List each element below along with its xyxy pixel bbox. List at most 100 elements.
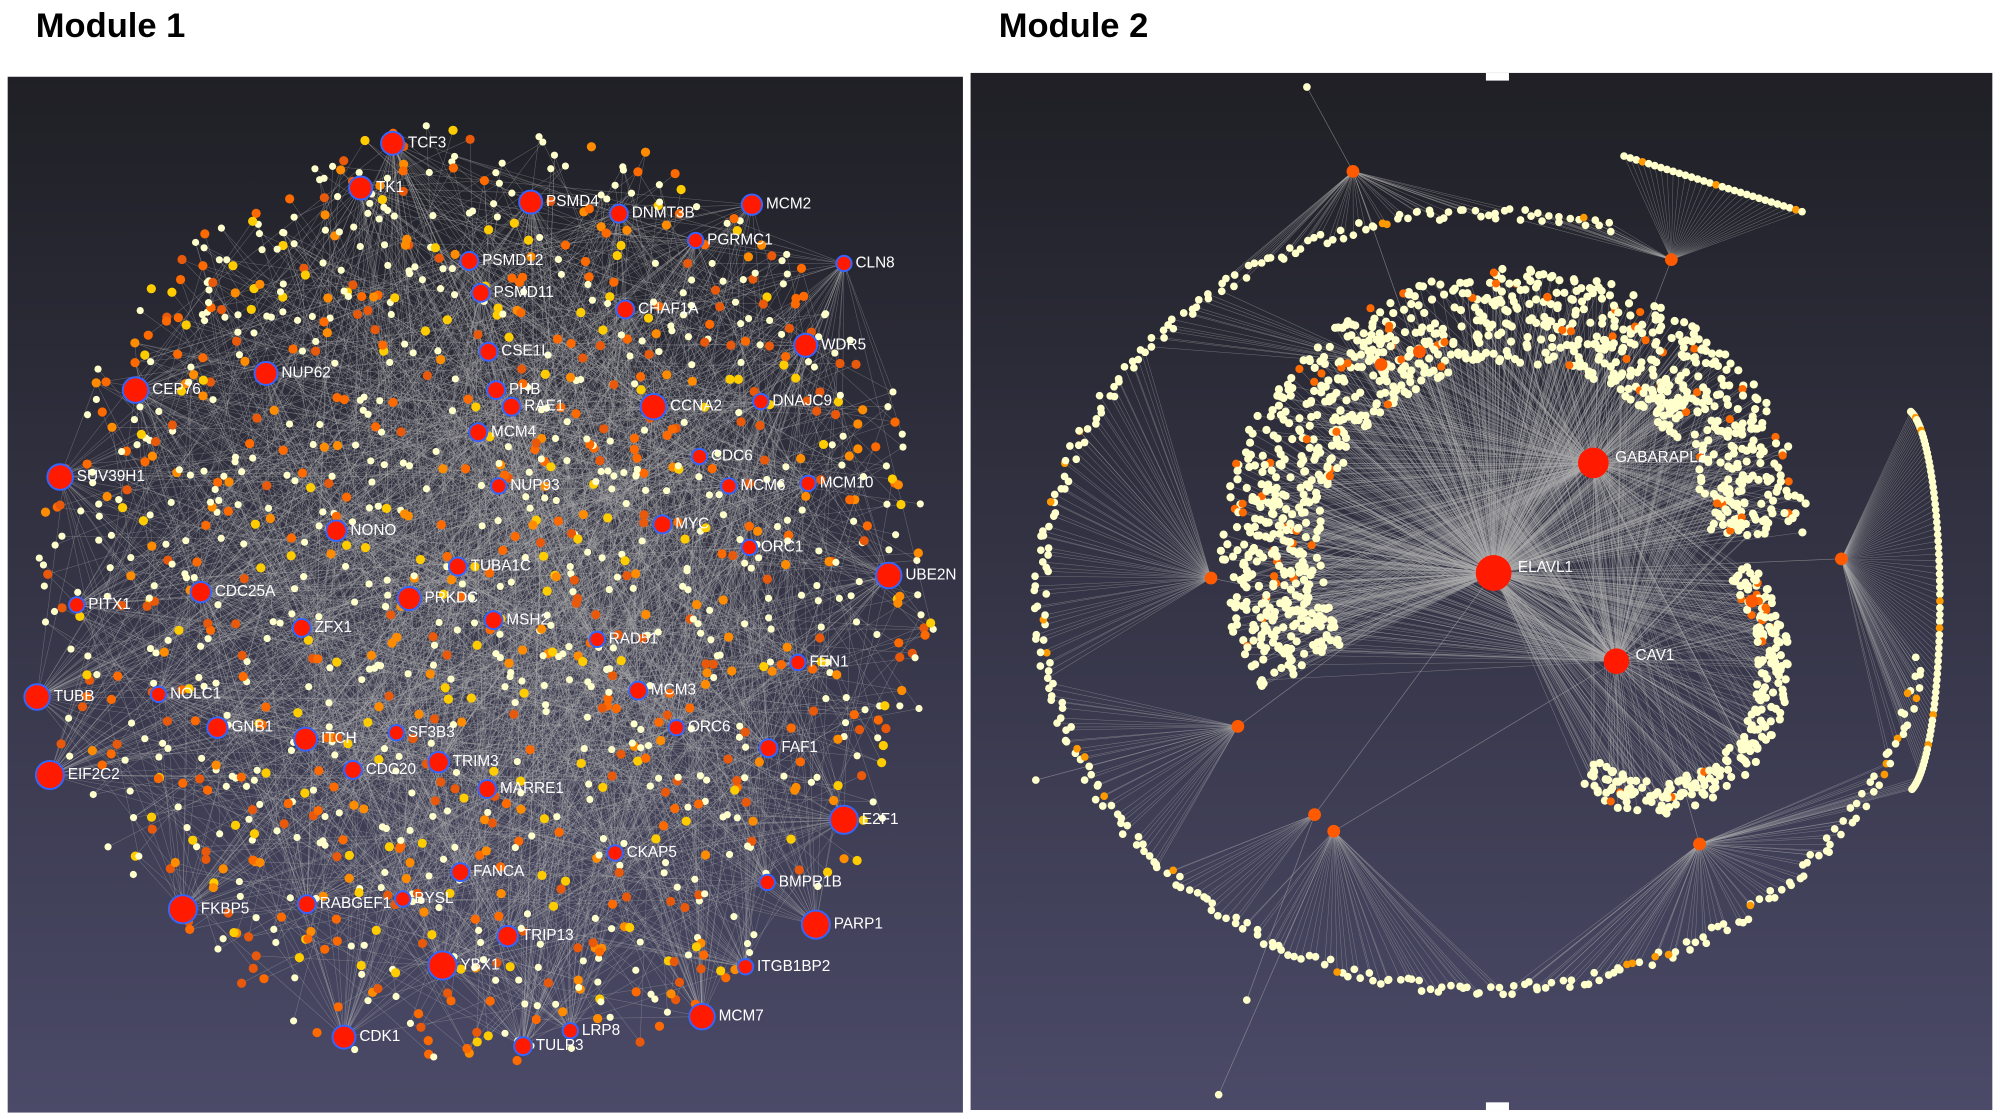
edge [609,213,620,590]
edge [427,375,488,790]
node [249,454,257,462]
node [783,250,791,259]
edge [259,639,598,805]
edge [59,476,752,842]
node [269,618,277,626]
node [451,843,459,851]
node [439,855,448,863]
edge [498,575,889,917]
edge [277,248,497,391]
node [605,292,615,302]
edge [207,524,663,639]
node [419,907,429,917]
edge [487,459,765,790]
edge [306,166,333,905]
edge [513,639,598,715]
edge [76,583,370,606]
edge [595,345,806,615]
edge [498,485,675,962]
edge [148,143,393,336]
edge [386,406,512,829]
edge [522,460,568,1047]
edge [402,474,637,900]
edge [1320,521,1617,662]
node [245,815,253,823]
edge [49,614,391,776]
edge [489,547,750,574]
edge [469,260,602,472]
edge [134,342,700,457]
edge [217,551,588,728]
edge [1461,326,1494,573]
edge [59,476,519,981]
edge [602,213,620,330]
node [383,576,391,584]
edge [434,345,806,646]
node [339,394,349,405]
node [146,511,154,519]
edge [204,589,397,733]
node [916,500,924,508]
edge [252,819,844,841]
edge [676,484,781,728]
edge [262,483,809,725]
edge [522,155,555,1047]
edge [614,401,839,854]
node [651,329,661,339]
edge [636,458,769,749]
node [523,235,534,245]
node [617,331,626,339]
edge [1282,494,1617,662]
edge [241,471,809,484]
node [214,601,222,609]
node [710,673,718,682]
edge [452,410,499,487]
edge [217,476,225,728]
edge [327,143,393,333]
edge [68,718,308,905]
edge [301,473,644,629]
node [899,443,907,451]
edge [244,351,489,579]
edge [305,438,635,740]
edge [507,935,579,981]
node [465,209,473,217]
edge [511,406,837,675]
edge [580,379,677,728]
edge [36,410,453,698]
node [484,808,492,817]
edge [1437,377,1494,573]
edge [49,647,599,776]
edge [1593,462,1724,526]
edge [360,187,754,822]
edge [621,334,677,728]
edge [76,291,524,606]
edge [402,449,536,900]
edge [408,270,479,433]
edge [228,511,404,900]
edge [599,460,703,1017]
edge [301,627,934,630]
edge [60,476,571,567]
node [237,650,247,660]
edge [181,390,303,629]
node [443,694,453,704]
edge [1337,462,1594,469]
node [504,332,514,342]
edge [96,345,806,675]
node [192,238,200,246]
node [147,451,157,461]
edge [718,494,817,925]
node [351,598,359,606]
edge [221,187,361,310]
edge [511,406,562,889]
edge [498,469,638,487]
edge [79,389,497,617]
node [150,437,161,447]
node [516,308,526,318]
node [162,540,170,548]
node [551,434,560,443]
edge [457,260,783,567]
node [374,702,384,712]
node [448,125,458,135]
